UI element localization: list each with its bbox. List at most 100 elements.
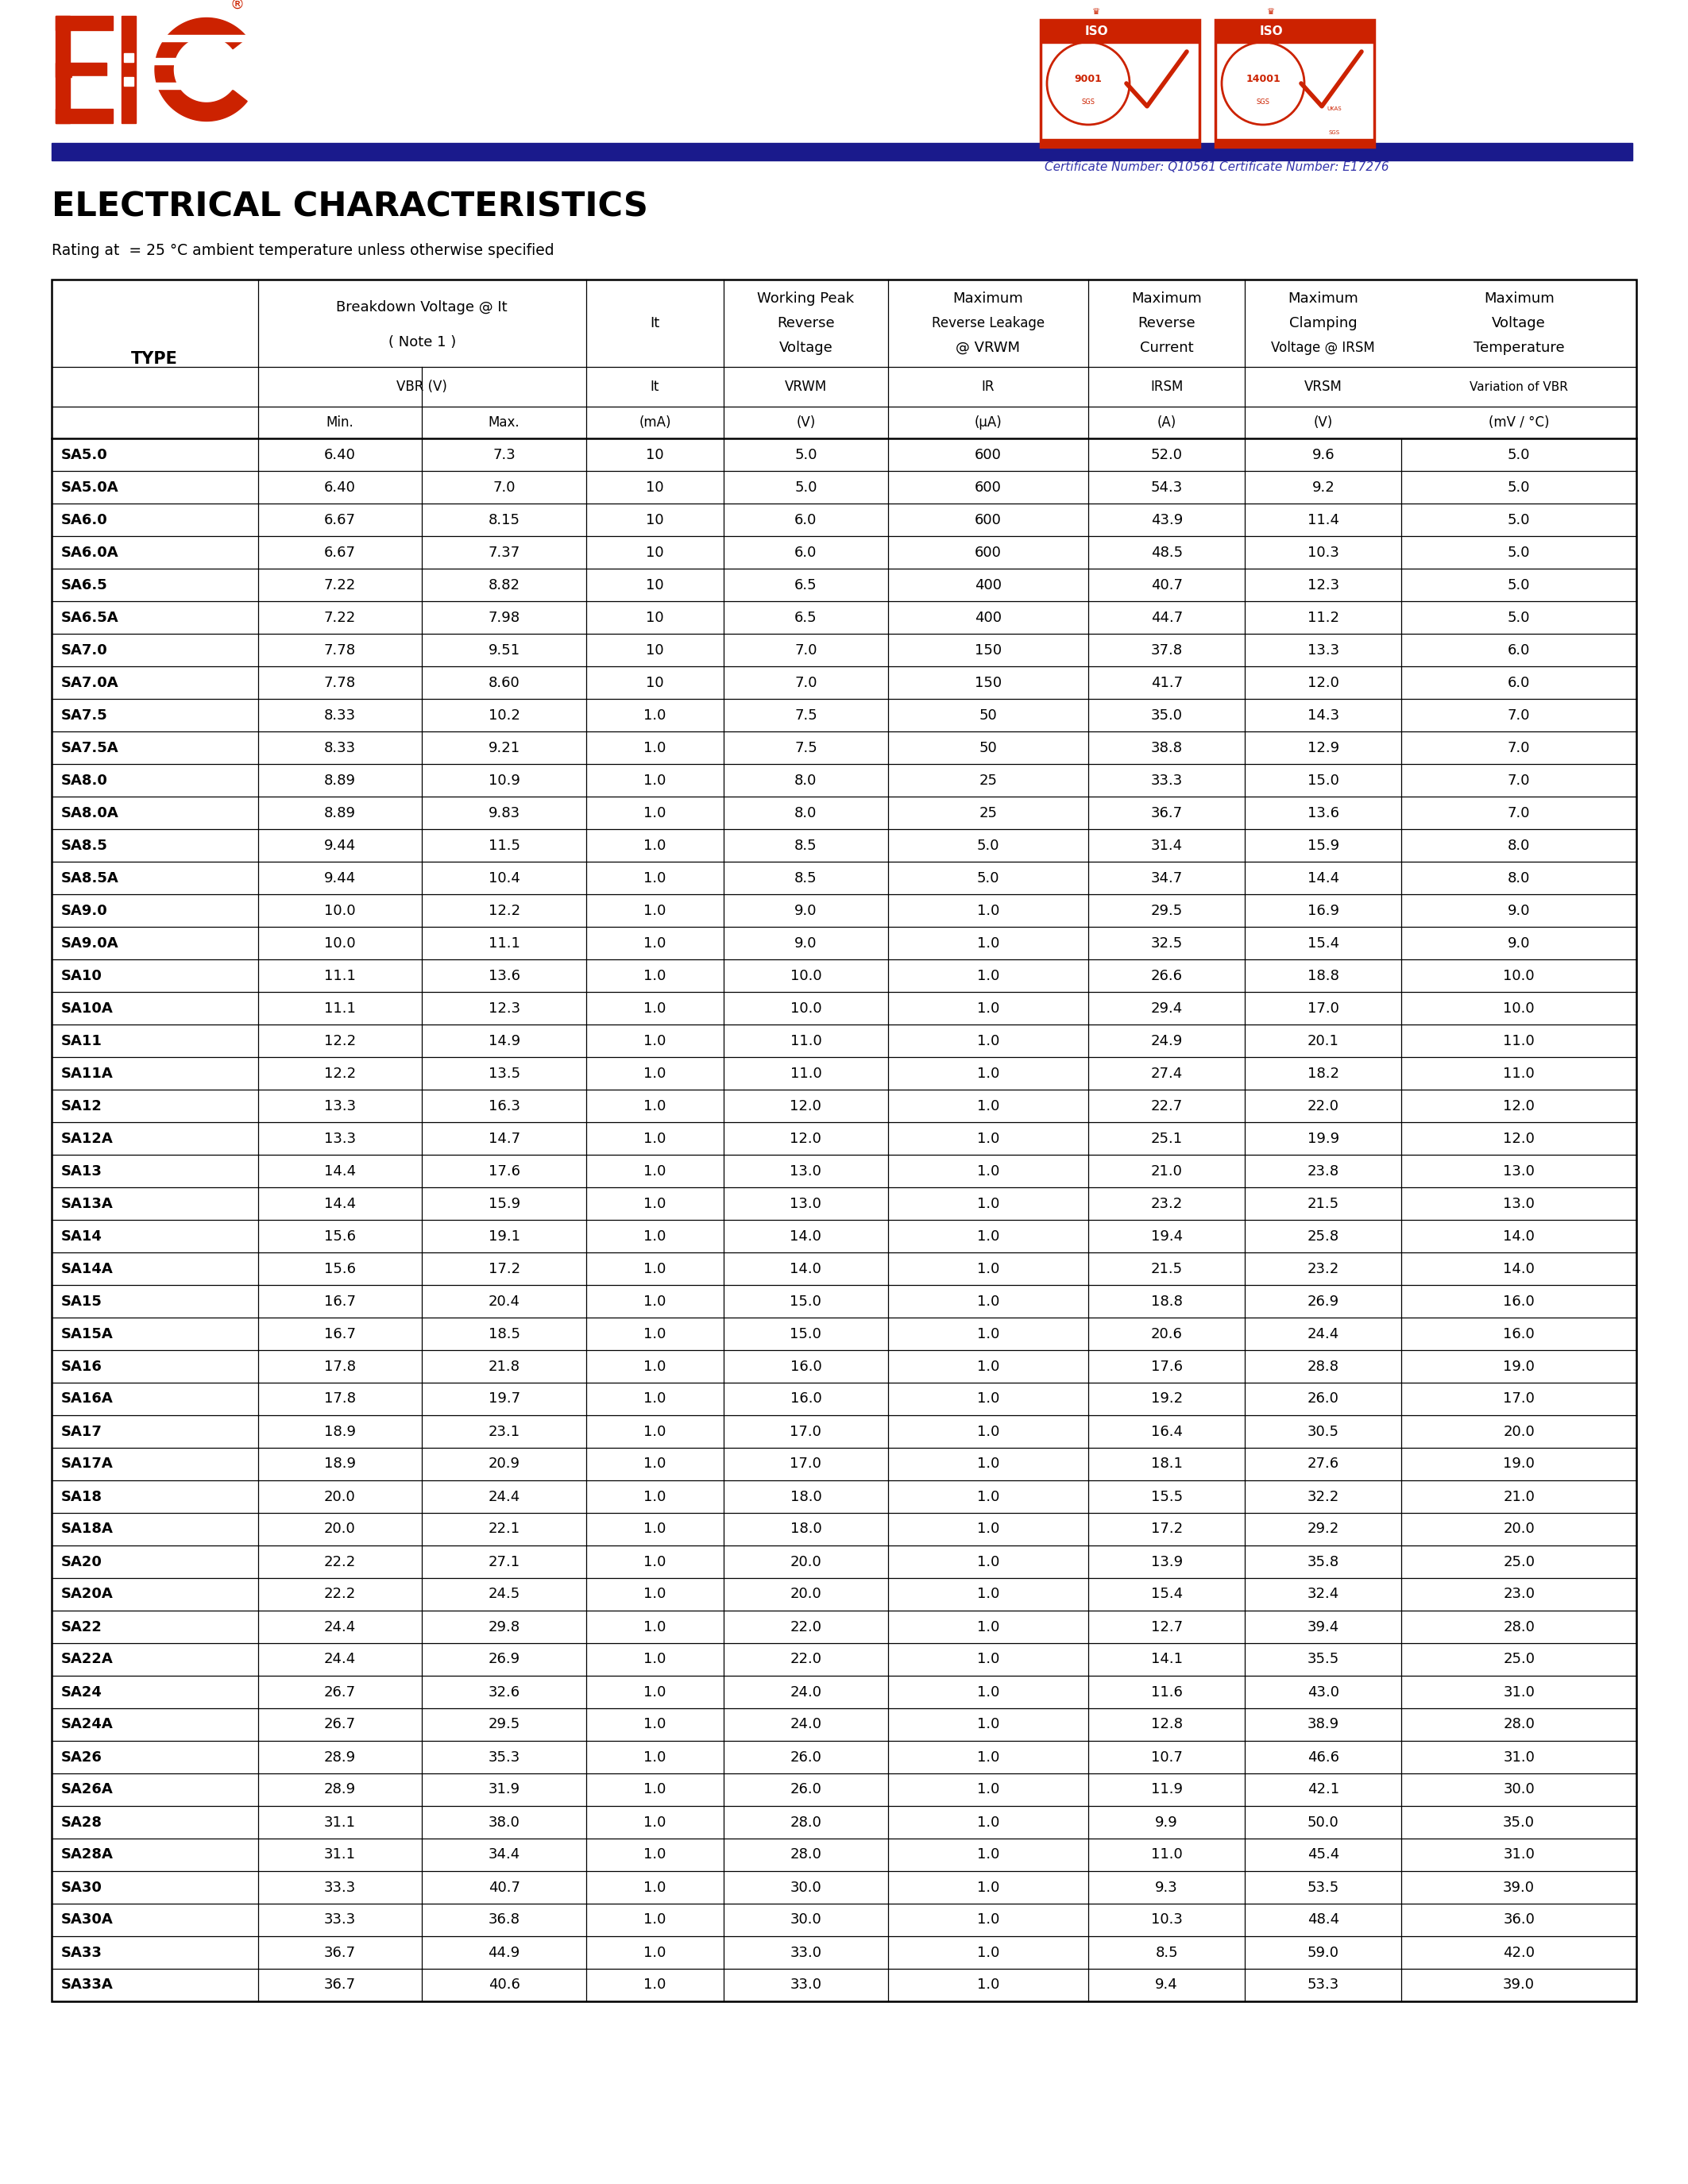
Text: 7.22: 7.22	[324, 579, 356, 592]
Text: 21.8: 21.8	[488, 1358, 520, 1374]
Text: 1.0: 1.0	[643, 708, 667, 723]
Text: ♛: ♛	[1092, 9, 1101, 15]
Text: 1.0: 1.0	[977, 1555, 999, 1568]
Text: 11.2: 11.2	[1307, 609, 1339, 625]
Bar	[154, 83, 260, 90]
Text: 30.0: 30.0	[1502, 1782, 1534, 1797]
Text: 8.0: 8.0	[1507, 871, 1531, 885]
Text: SA20: SA20	[61, 1555, 103, 1568]
Text: 1.0: 1.0	[643, 1621, 667, 1634]
Text: SA10: SA10	[61, 968, 103, 983]
Text: 7.0: 7.0	[1507, 773, 1531, 788]
Text: 1.0: 1.0	[643, 1782, 667, 1797]
Text: Temperature: Temperature	[1474, 341, 1565, 354]
Text: 20.9: 20.9	[488, 1457, 520, 1472]
Text: 1.0: 1.0	[643, 1197, 667, 1210]
Text: SA26: SA26	[61, 1749, 103, 1765]
Text: 19.9: 19.9	[1307, 1131, 1339, 1147]
Text: 9.0: 9.0	[795, 937, 817, 950]
Text: 1.0: 1.0	[643, 1588, 667, 1601]
Text: 35.5: 35.5	[1307, 1653, 1339, 1666]
Text: 13.6: 13.6	[1307, 806, 1339, 819]
Bar	[154, 57, 260, 63]
Text: 37.8: 37.8	[1151, 642, 1183, 657]
Text: SA6.5: SA6.5	[61, 579, 108, 592]
Text: SA33A: SA33A	[61, 1979, 113, 1992]
Text: 30.5: 30.5	[1307, 1424, 1339, 1439]
Text: 25.1: 25.1	[1151, 1131, 1183, 1147]
Text: 27.6: 27.6	[1307, 1457, 1339, 1472]
Text: SA30: SA30	[61, 1880, 103, 1894]
Text: 8.89: 8.89	[324, 773, 356, 788]
Text: 12.3: 12.3	[1307, 579, 1339, 592]
Text: Variation of VBR: Variation of VBR	[1470, 380, 1568, 393]
Bar	[122, 15, 135, 122]
Text: 21.5: 21.5	[1151, 1262, 1183, 1275]
Text: 1.0: 1.0	[643, 1358, 667, 1374]
Text: 10.0: 10.0	[324, 937, 356, 950]
Text: Clamping: Clamping	[1290, 317, 1357, 330]
Text: 7.0: 7.0	[1507, 806, 1531, 819]
Text: 400: 400	[974, 579, 1001, 592]
Text: 12.0: 12.0	[790, 1131, 822, 1147]
Text: 33.3: 33.3	[324, 1880, 356, 1894]
Text: 11.9: 11.9	[1151, 1782, 1183, 1797]
Text: 39.4: 39.4	[1307, 1621, 1339, 1634]
Text: Certificate Number: E17276: Certificate Number: E17276	[1219, 162, 1389, 173]
Text: 11.0: 11.0	[1502, 1066, 1534, 1081]
Text: 9.44: 9.44	[324, 871, 356, 885]
Text: 7.0: 7.0	[1507, 708, 1531, 723]
Bar	[1215, 20, 1374, 44]
Text: 10.9: 10.9	[488, 773, 520, 788]
Text: 33.0: 33.0	[790, 1979, 822, 1992]
Text: 6.67: 6.67	[324, 546, 356, 559]
Text: 10.0: 10.0	[1504, 968, 1534, 983]
Text: ISO: ISO	[1084, 26, 1107, 37]
Text: 1.0: 1.0	[977, 1815, 999, 1830]
Text: 6.5: 6.5	[795, 609, 817, 625]
Text: 14.4: 14.4	[1307, 871, 1339, 885]
Text: 35.8: 35.8	[1307, 1555, 1339, 1568]
Text: Maximum: Maximum	[1288, 293, 1359, 306]
Text: 1.0: 1.0	[977, 1653, 999, 1666]
Text: 18.2: 18.2	[1307, 1066, 1339, 1081]
Text: 1.0: 1.0	[643, 1946, 667, 1959]
Text: 20.0: 20.0	[790, 1588, 822, 1601]
Text: (µA): (µA)	[974, 415, 1003, 430]
Text: 18.0: 18.0	[790, 1522, 822, 1535]
Text: 43.0: 43.0	[1307, 1684, 1339, 1699]
Text: SA11A: SA11A	[61, 1066, 113, 1081]
Text: SA26A: SA26A	[61, 1782, 113, 1797]
Text: 54.3: 54.3	[1151, 480, 1183, 494]
Text: SA8.0: SA8.0	[61, 773, 108, 788]
Text: 33.0: 33.0	[790, 1946, 822, 1959]
Text: 150: 150	[974, 675, 1001, 690]
Text: 1.0: 1.0	[643, 1457, 667, 1472]
Text: 1.0: 1.0	[643, 1749, 667, 1765]
Bar	[56, 15, 113, 31]
Text: 36.7: 36.7	[324, 1979, 356, 1992]
Text: 9.2: 9.2	[1312, 480, 1335, 494]
Text: 6.5: 6.5	[795, 579, 817, 592]
Text: 1.0: 1.0	[977, 1295, 999, 1308]
Text: 16.4: 16.4	[1151, 1424, 1183, 1439]
Text: SA13: SA13	[61, 1164, 103, 1177]
Text: 10.0: 10.0	[324, 904, 356, 917]
Text: 8.0: 8.0	[1507, 839, 1531, 852]
Text: 1.0: 1.0	[643, 1326, 667, 1341]
Text: SA17A: SA17A	[61, 1457, 113, 1472]
Text: (A): (A)	[1156, 415, 1177, 430]
Text: 18.1: 18.1	[1151, 1457, 1183, 1472]
Text: 17.2: 17.2	[488, 1262, 520, 1275]
Text: 1.0: 1.0	[977, 1684, 999, 1699]
Text: SA15A: SA15A	[61, 1326, 113, 1341]
Text: 31.0: 31.0	[1502, 1684, 1534, 1699]
Text: 16.7: 16.7	[324, 1295, 356, 1308]
Text: 15.6: 15.6	[324, 1262, 356, 1275]
Text: 28.0: 28.0	[1502, 1717, 1534, 1732]
Text: 12.0: 12.0	[1308, 675, 1339, 690]
Text: 25.8: 25.8	[1307, 1230, 1339, 1243]
Text: 31.4: 31.4	[1151, 839, 1183, 852]
Text: 8.0: 8.0	[795, 806, 817, 819]
Text: 15.0: 15.0	[790, 1326, 822, 1341]
